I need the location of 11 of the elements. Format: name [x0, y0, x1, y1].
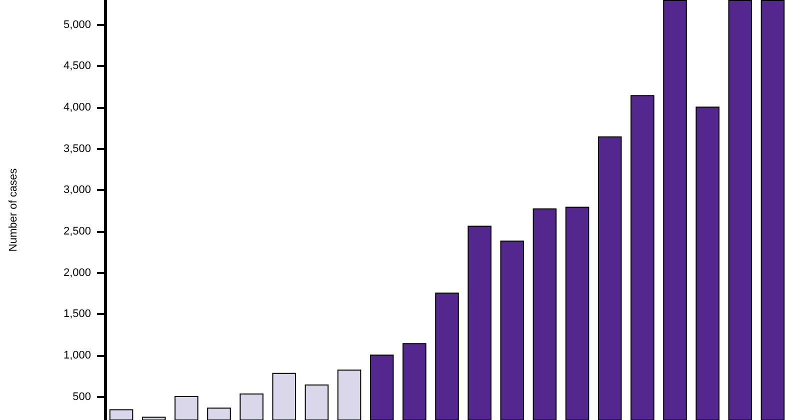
y-tick-label: 2,500: [63, 225, 91, 238]
y-tick-label: 500: [72, 390, 91, 403]
y-tick-label: 4,500: [63, 60, 91, 72]
y-tick-label: 4,000: [63, 101, 91, 114]
y-axis-title: Number of cases: [8, 168, 20, 252]
y-tick-label: 3,000: [63, 184, 91, 196]
y-tick-label: 1,000: [63, 350, 91, 362]
y-tick-label: 2,000: [63, 266, 91, 279]
y-tick-label: 1,500: [63, 308, 91, 320]
y-tick-label: 3,500: [63, 142, 91, 155]
y-tick-label: 5,000: [63, 18, 91, 31]
